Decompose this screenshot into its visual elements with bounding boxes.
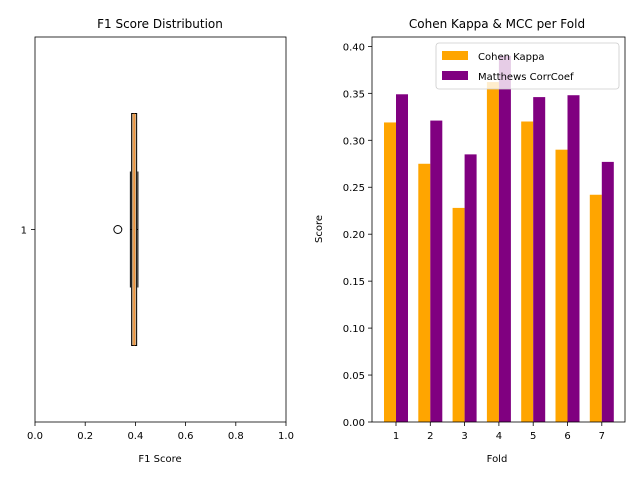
f1-x-tick-label: 0.6 <box>178 431 194 442</box>
legend-label-mcc: Matthews CorrCoef <box>478 72 574 83</box>
score-y-tick-label: 0.20 <box>343 230 365 241</box>
f1-y-tick-label: 1 <box>21 226 27 237</box>
fold-axis-label: Fold <box>487 454 508 465</box>
kappa-mcc-plot-area: 0.00 0.05 0.10 0.15 0.20 0.25 0.30 0.35 0.40 1 2 3 4… <box>343 36 626 442</box>
bar-mcc-fold-5 <box>533 97 546 422</box>
bar-kappa-fold-2 <box>418 163 431 422</box>
score-y-tick-label: 0.05 <box>343 371 365 382</box>
bar-mcc-fold-4 <box>498 55 511 422</box>
fold-x-tick-label: 1 <box>393 431 399 442</box>
bar-kappa-fold-6 <box>555 149 568 422</box>
bar-kappa-fold-3 <box>452 207 465 422</box>
score-y-tick-label: 0.10 <box>343 324 365 335</box>
bar-mcc-fold-1 <box>396 94 408 422</box>
fold-x-tick-label: 6 <box>564 431 570 442</box>
f1-chart-title: F1 Score Distribution <box>97 17 223 31</box>
f1-x-tick-label: 0.4 <box>127 431 143 442</box>
kappa-mcc-panel: Cohen Kappa & MCC per Fold 0.000.050.100… <box>314 17 626 465</box>
f1-x-tick-label: 0.0 <box>27 431 43 442</box>
legend-box <box>435 42 620 90</box>
fold-x-tick-label: 2 <box>427 431 433 442</box>
f1-outlier-point <box>113 225 123 234</box>
score-y-tick-label: 0.25 <box>343 183 365 194</box>
legend-label-kappa: Cohen Kappa <box>478 52 544 63</box>
bar-mcc-fold-7 <box>601 161 614 422</box>
score-y-tick-label: 0.35 <box>343 89 365 100</box>
bar-kappa-fold-5 <box>521 121 534 422</box>
kappa-mcc-chart-title: Cohen Kappa & MCC per Fold <box>409 17 585 31</box>
f1-x-tick-label: 0.8 <box>228 431 244 442</box>
f1-x-tick-label: 1.0 <box>278 431 294 442</box>
score-y-tick-label: 0.40 <box>343 42 365 53</box>
fold-x-tick-label: 3 <box>461 431 467 442</box>
score-y-tick-label: 0.30 <box>343 136 365 147</box>
bar-mcc-fold-3 <box>464 154 477 422</box>
legend-swatch-mcc <box>442 71 468 80</box>
fold-x-tick-label: 7 <box>599 431 605 442</box>
fold-x-tick-label: 4 <box>496 431 502 442</box>
bar-kappa-fold-4 <box>486 82 499 422</box>
score-axis-label: Score <box>314 215 325 243</box>
bar-mcc-fold-2 <box>430 120 443 422</box>
legend-swatch-kappa <box>442 51 468 60</box>
f1-x-axis-label: F1 Score <box>138 454 181 465</box>
score-y-tick-label: 0.00 <box>343 418 365 429</box>
bar-mcc-fold-6 <box>567 95 580 422</box>
bar-kappa-fold-1 <box>384 122 396 422</box>
bar-kappa-fold-7 <box>589 194 602 422</box>
f1-axes-frame <box>34 36 287 423</box>
f1-plot-area: 0.0 0.2 0.4 0.6 0.8 1.0 1 <box>21 36 294 442</box>
f1-x-tick-label: 0.2 <box>77 431 93 442</box>
score-y-tick-label: 0.15 <box>343 277 365 288</box>
fold-x-tick-label: 5 <box>530 431 536 442</box>
f1-boxplot-panel: F1 Score Distribution 0.0 0.2 0.4 0.6 0.8 1.0… <box>21 17 294 465</box>
